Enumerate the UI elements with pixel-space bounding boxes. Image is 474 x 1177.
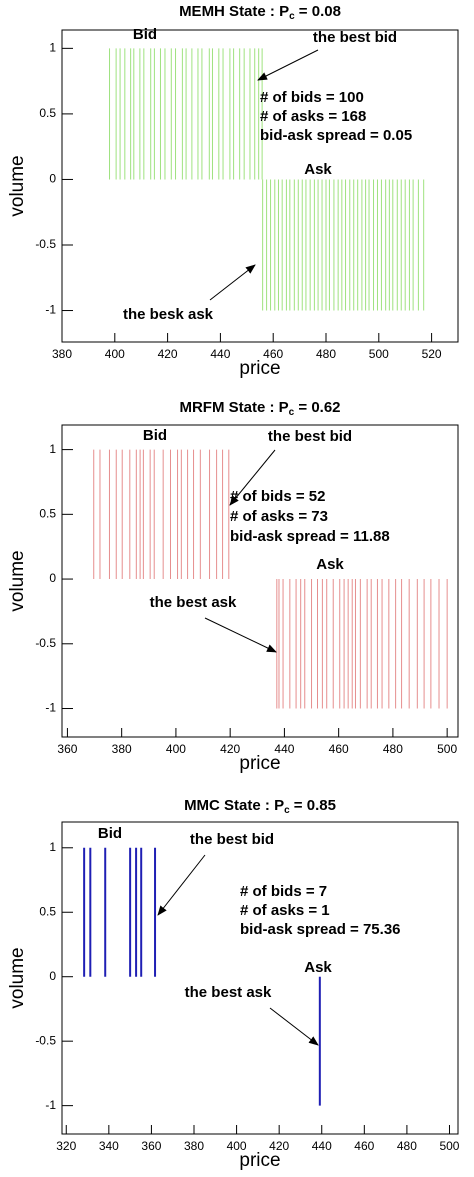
y-tick-label: 0 (49, 969, 56, 983)
y-tick-label: 0 (49, 172, 56, 186)
x-tick-label: 400 (166, 742, 186, 756)
annotation: # of asks = 168 (260, 108, 366, 125)
x-tick-label: 380 (184, 1139, 204, 1153)
annotation: bid-ask spread = 75.36 (240, 921, 401, 938)
x-axis-label: price (239, 358, 280, 379)
x-tick-label: 460 (329, 742, 349, 756)
arrow (269, 1007, 319, 1046)
series-label: Bid (98, 825, 122, 842)
title-main: MRFM State : P (179, 399, 288, 416)
annotation: the best bid (190, 831, 274, 848)
x-tick-label: 320 (56, 1139, 76, 1153)
annotation: bid-ask spread = 11.88 (230, 528, 390, 545)
y-tick-label: 1 (49, 41, 56, 55)
chart-title: MEMH State : Pc = 0.08 (179, 3, 341, 22)
y-tick-label: 0.5 (39, 506, 56, 520)
title-suffix: = 0.62 (294, 399, 340, 416)
x-tick-label: 360 (141, 1139, 161, 1153)
y-tick-label: -0.5 (35, 1033, 56, 1047)
x-axis-label: price (239, 753, 280, 774)
y-tick-label: -1 (45, 303, 56, 317)
annotation: the best ask (150, 594, 237, 611)
panel: MRFM State : Pc = 0.62 360 380 400 420 440 460… (7, 399, 459, 774)
annotation: # of bids = 100 (260, 89, 364, 106)
arrow (209, 264, 256, 301)
series-label: Ask (304, 161, 332, 178)
plot-frame (61, 29, 459, 343)
x-tick-label: 380 (52, 347, 72, 361)
arrow (157, 854, 206, 916)
annotation: # of asks = 1 (240, 902, 330, 919)
y-tick-label: -0.5 (35, 636, 56, 650)
x-tick-label: 480 (316, 347, 336, 361)
title-suffix: = 0.85 (290, 797, 336, 814)
annotation: the best bid (268, 428, 352, 445)
x-tick-label: 480 (397, 1139, 417, 1153)
chart-title: MMC State : Pc = 0.85 (184, 797, 336, 816)
arrow (229, 449, 276, 506)
plot-frame (61, 424, 459, 738)
y-tick-label: -1 (45, 1098, 56, 1112)
x-tick-label: 440 (210, 347, 230, 361)
chart-title: MRFM State : Pc = 0.62 (179, 399, 340, 418)
arrow (204, 617, 277, 653)
x-tick-label: 440 (274, 742, 294, 756)
panel: MEMH State : Pc = 0.08 380 400 420 440 460 480… (7, 3, 459, 379)
series-label: Ask (304, 959, 332, 976)
title-subscript: c (289, 11, 295, 22)
title-main: MEMH State : P (179, 3, 289, 20)
x-tick-label: 380 (112, 742, 132, 756)
x-tick-label: 400 (105, 347, 125, 361)
y-axis-label: volume (7, 155, 28, 216)
y-tick-label: 0.5 (39, 904, 56, 918)
x-axis-label: price (239, 1150, 280, 1171)
x-tick-label: 420 (269, 1139, 289, 1153)
annotation: the besk ask (123, 306, 214, 323)
x-tick-label: 400 (227, 1139, 247, 1153)
x-tick-label: 420 (220, 742, 240, 756)
series-label: Bid (143, 427, 167, 444)
x-tick-label: 360 (57, 742, 77, 756)
y-tick-label: 1 (49, 840, 56, 854)
annotation: # of bids = 52 (230, 488, 325, 505)
x-tick-label: 500 (369, 347, 389, 361)
y-axis-label: volume (7, 550, 28, 611)
x-tick-label: 480 (383, 742, 403, 756)
x-tick-label: 420 (158, 347, 178, 361)
x-tick-label: 500 (439, 1139, 459, 1153)
y-tick-label: 0.5 (39, 106, 56, 120)
y-tick-label: -1 (45, 701, 56, 715)
y-tick-label: 0 (49, 571, 56, 585)
y-tick-label: 1 (49, 442, 56, 456)
plot-frame (61, 821, 459, 1135)
x-tick-label: 520 (422, 347, 442, 361)
annotation: # of bids = 7 (240, 883, 327, 900)
series-label: Ask (316, 556, 344, 573)
x-tick-label: 460 (263, 347, 283, 361)
series-label: Bid (133, 26, 157, 43)
title-main: MMC State : P (184, 797, 284, 814)
x-tick-label: 500 (437, 742, 457, 756)
annotation: bid-ask spread = 0.05 (260, 127, 412, 144)
annotation: the best bid (313, 29, 397, 46)
title-subscript: c (289, 407, 295, 418)
title-suffix: = 0.08 (295, 3, 341, 20)
annotation: # of asks = 73 (230, 508, 328, 525)
y-axis-label: volume (7, 947, 28, 1008)
x-tick-label: 440 (312, 1139, 332, 1153)
x-tick-label: 340 (99, 1139, 119, 1153)
title-subscript: c (284, 805, 290, 816)
arrow (257, 49, 319, 81)
y-tick-label: -0.5 (35, 237, 56, 251)
x-tick-label: 460 (354, 1139, 374, 1153)
panel: MMC State : Pc = 0.85 320 340 360 380 400 420 4… (7, 797, 460, 1171)
annotation: the best ask (185, 984, 272, 1001)
